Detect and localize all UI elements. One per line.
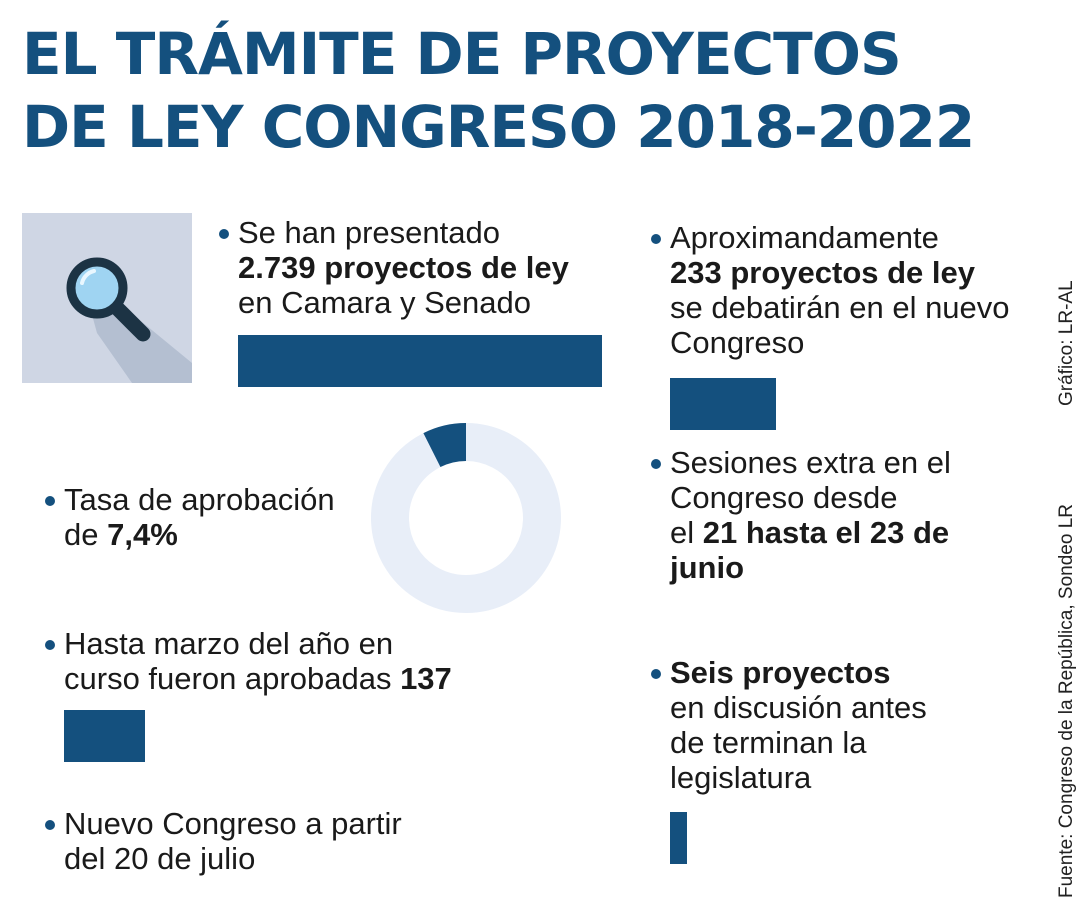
six-bold: Seis proyectos bbox=[670, 655, 927, 690]
presented-bold: 2.739 proyectos de ley bbox=[238, 250, 569, 285]
six-line-2: en discusión antes bbox=[670, 690, 927, 725]
search-icon-glint bbox=[80, 269, 96, 285]
presented-count: 2.739 proyectos de ley bbox=[238, 250, 569, 285]
item-six-projects: Seis proyectos en discusión antes de ter… bbox=[651, 655, 927, 795]
approved-prefix: curso fueron aprobadas bbox=[64, 661, 401, 696]
six-line-3: de terminan la bbox=[670, 725, 867, 760]
bullet-icon bbox=[651, 669, 661, 679]
graphic-credit: Gráfico: LR-AL bbox=[1056, 280, 1077, 406]
presented-line-3: en Camara y Senado bbox=[238, 285, 531, 320]
approval-rate-value: 7,4% bbox=[107, 517, 178, 552]
six-projects-count: Seis proyectos bbox=[670, 655, 891, 690]
bullet-icon bbox=[651, 234, 661, 244]
new-congress-line-2: del 20 de julio bbox=[64, 841, 256, 876]
six-line-4: legislatura bbox=[670, 760, 812, 795]
bullet-icon bbox=[651, 459, 661, 469]
approved-line-1: Hasta marzo del año en bbox=[64, 626, 394, 661]
debated-bold: 233 proyectos de ley bbox=[670, 255, 1010, 290]
approval-donut-chart bbox=[371, 423, 561, 613]
sessions-month: junio bbox=[670, 550, 745, 585]
bar-approved bbox=[64, 710, 146, 762]
sessions-line-2: Congreso desde bbox=[670, 480, 898, 515]
search-icon-box bbox=[22, 213, 192, 383]
sessions-line-1: Sesiones extra en el bbox=[670, 445, 951, 480]
bullet-icon bbox=[45, 640, 55, 650]
debated-line-4: Congreso bbox=[670, 325, 805, 360]
sessions-prefix: el bbox=[670, 515, 703, 550]
sessions-dates: 21 hasta el 23 de bbox=[702, 515, 950, 550]
donut-approved-segment bbox=[423, 423, 467, 468]
sessions-line-3: el 21 hasta el 23 de bbox=[670, 515, 951, 550]
search-icon-handle bbox=[110, 301, 151, 342]
debated-count: 233 proyectos de ley bbox=[670, 255, 975, 290]
donut-track bbox=[371, 423, 561, 613]
bullet-icon bbox=[45, 820, 55, 830]
approval-line-2: de 7,4% bbox=[64, 517, 335, 552]
debated-line-1: Aproximandamente bbox=[670, 220, 939, 255]
search-icon bbox=[66, 257, 192, 383]
bullet-icon bbox=[219, 229, 229, 239]
title-line-2: DE LEY CONGRESO 2018-2022 bbox=[22, 93, 975, 161]
item-extra-sessions: Sesiones extra en el Congreso desde el 2… bbox=[651, 445, 951, 585]
source-credit: Fuente: Congreso de la República, Sondeo… bbox=[1056, 504, 1077, 898]
bullet-icon bbox=[45, 496, 55, 506]
bar-six-projects bbox=[670, 812, 687, 864]
item-approval-rate: Tasa de aprobación de 7,4% bbox=[45, 482, 335, 552]
item-presented: Se han presentado 2.739 proyectos de ley… bbox=[219, 215, 569, 320]
bar-presented bbox=[238, 335, 602, 387]
approved-count: 137 bbox=[400, 661, 452, 696]
item-approved: Hasta marzo del año en curso fueron apro… bbox=[45, 626, 452, 696]
presented-line-1: Se han presentado bbox=[238, 215, 500, 250]
approval-prefix: de bbox=[64, 517, 108, 552]
approval-line-1: Tasa de aprobación bbox=[64, 482, 335, 517]
bar-debated bbox=[670, 378, 777, 430]
sessions-line-4: junio bbox=[670, 550, 951, 585]
item-debated: Aproximandamente 233 proyectos de ley se… bbox=[651, 220, 1010, 360]
debated-line-3: se debatirán en el nuevo bbox=[670, 290, 1010, 325]
new-congress-line-1: Nuevo Congreso a partir bbox=[64, 806, 402, 841]
page-title: EL TRÁMITE DE PROYECTOS DE LEY CONGRESO … bbox=[22, 18, 1042, 164]
item-new-congress: Nuevo Congreso a partir del 20 de julio bbox=[45, 806, 402, 876]
approved-line-2: curso fueron aprobadas 137 bbox=[64, 661, 452, 696]
search-icon-lens bbox=[66, 257, 128, 319]
title-line-1: EL TRÁMITE DE PROYECTOS bbox=[22, 20, 902, 88]
